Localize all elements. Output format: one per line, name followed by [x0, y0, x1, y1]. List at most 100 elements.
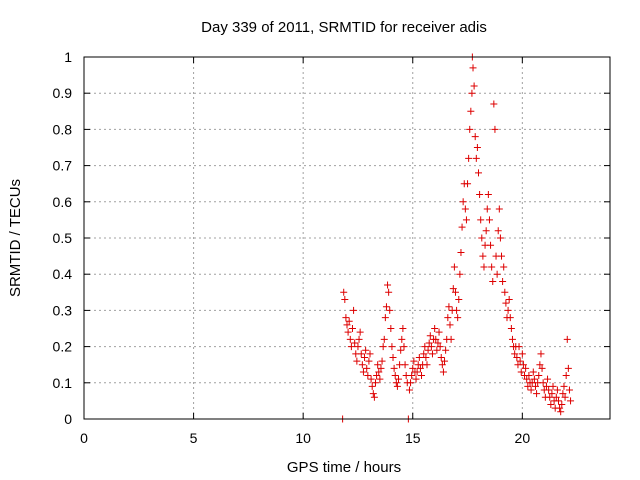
data-point — [427, 343, 435, 351]
data-point — [344, 328, 352, 336]
data-point — [468, 89, 476, 97]
y-tick-label: 0.8 — [53, 121, 73, 137]
y-tick-label: 1 — [64, 49, 72, 65]
data-point — [507, 325, 515, 332]
data-point — [501, 288, 509, 296]
data-point — [371, 379, 379, 387]
data-point — [535, 372, 543, 380]
data-point — [384, 281, 392, 289]
data-point — [377, 364, 385, 372]
data-point — [456, 270, 464, 278]
data-point — [391, 372, 399, 380]
data-point — [366, 350, 374, 358]
data-point — [457, 248, 465, 256]
x-tick-label: 10 — [295, 430, 311, 446]
x-tick-label: 20 — [515, 430, 531, 446]
data-point — [381, 314, 389, 322]
data-point — [495, 205, 503, 213]
data-point — [405, 386, 413, 394]
data-point — [531, 382, 539, 390]
data-point — [442, 346, 450, 354]
data-point — [389, 353, 397, 361]
data-point — [478, 234, 486, 242]
data-point — [409, 364, 417, 372]
data-point — [400, 343, 408, 351]
data-point — [451, 288, 459, 296]
data-point — [441, 357, 449, 365]
data-point — [433, 346, 441, 354]
data-point — [368, 382, 376, 390]
y-tick-label: 0.2 — [53, 339, 73, 355]
axis-ticks: 00.10.20.30.40.50.60.70.80.910 5 10 15 20 — [53, 49, 610, 446]
data-point — [465, 154, 473, 162]
data-point — [482, 227, 490, 235]
data-point — [544, 375, 552, 383]
data-point — [498, 252, 506, 260]
data-point — [537, 350, 545, 358]
data-point — [364, 372, 372, 380]
data-point — [517, 368, 525, 376]
x-tick-label: 0 — [80, 430, 88, 446]
data-point — [536, 361, 544, 369]
data-point — [473, 144, 481, 151]
data-point — [342, 314, 350, 322]
data-point — [437, 353, 445, 361]
data-point — [562, 372, 570, 380]
data-point — [415, 353, 423, 361]
data-point — [420, 350, 428, 358]
data-point — [361, 353, 369, 361]
data-point — [408, 372, 416, 380]
data-point — [502, 299, 510, 307]
data-point — [563, 335, 571, 343]
data-point — [560, 382, 568, 390]
data-point — [376, 375, 384, 383]
data-point — [519, 361, 527, 369]
data-point — [567, 397, 575, 405]
data-point — [538, 364, 546, 372]
data-point — [513, 353, 521, 361]
data-point — [511, 350, 519, 358]
data-point — [462, 216, 470, 224]
data-point — [472, 154, 480, 162]
data-point — [515, 343, 523, 351]
data-point — [444, 314, 452, 322]
data-point — [370, 393, 378, 401]
data-point — [435, 328, 443, 336]
x-tick-label: 5 — [190, 430, 198, 446]
data-point — [367, 375, 375, 383]
data-point — [529, 368, 537, 376]
data-point — [379, 343, 387, 351]
data-point — [487, 241, 495, 249]
data-point — [450, 263, 458, 271]
data-point — [343, 321, 351, 329]
data-point — [504, 306, 512, 314]
data-point — [554, 397, 562, 405]
data-point — [454, 314, 462, 322]
data-point — [484, 191, 492, 199]
data-point — [341, 296, 349, 304]
data-point — [493, 270, 501, 278]
data-point — [355, 335, 363, 343]
data-point — [412, 375, 420, 383]
data-point — [416, 364, 424, 372]
data-point — [491, 125, 499, 133]
y-tick-label: 0.7 — [53, 158, 73, 174]
data-point — [340, 288, 348, 296]
data-point — [382, 303, 390, 311]
data-point — [533, 390, 541, 398]
data-point — [431, 325, 439, 332]
grid-lines — [84, 57, 610, 419]
data-point — [424, 346, 432, 354]
data-point — [387, 325, 395, 332]
data-point — [346, 335, 354, 343]
data-point — [369, 390, 377, 398]
data-point — [561, 393, 569, 401]
y-tick-label: 0.3 — [53, 302, 73, 318]
data-point — [438, 361, 446, 369]
data-point — [488, 263, 496, 271]
data-point — [494, 227, 502, 235]
data-point — [545, 386, 553, 394]
data-point — [395, 375, 403, 383]
data-point — [453, 306, 461, 314]
data-point — [527, 386, 535, 394]
